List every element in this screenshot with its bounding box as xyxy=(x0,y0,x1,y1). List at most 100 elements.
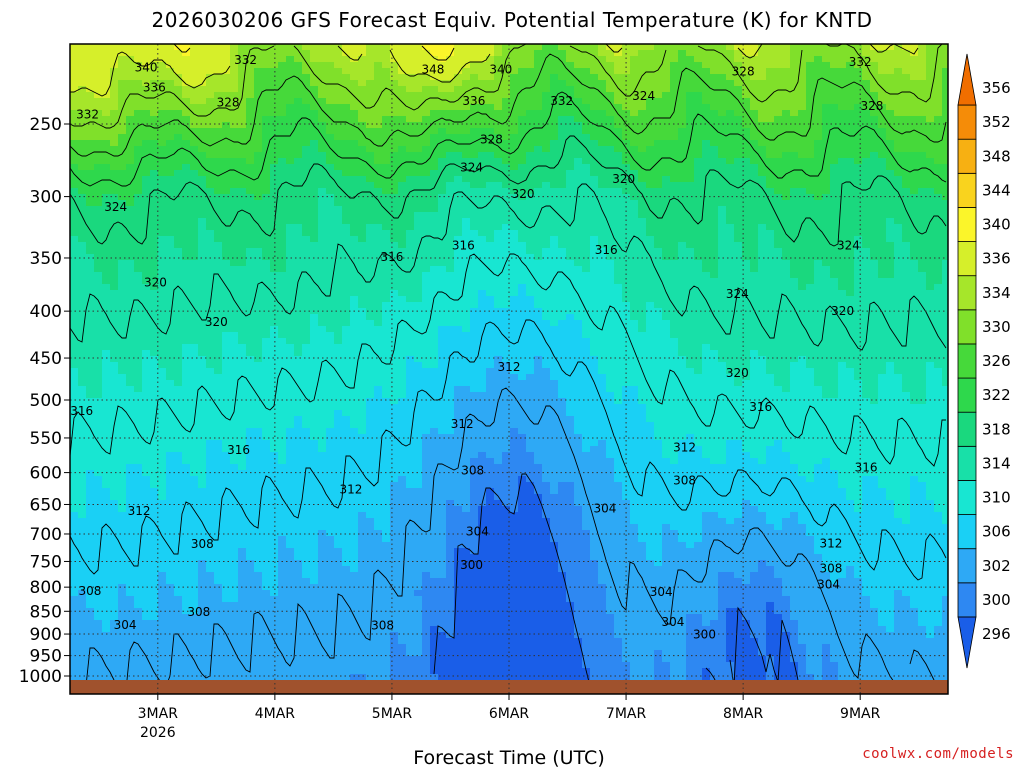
x-tick-sublabel: 2026 xyxy=(140,725,176,741)
colorbar-label: 340 xyxy=(982,216,1011,234)
y-tick-label: 350 xyxy=(30,249,62,269)
x-tick-label: 4MAR xyxy=(255,706,296,722)
colorbar-box xyxy=(957,104,977,140)
colorbar-box xyxy=(957,411,977,447)
theta-e-field xyxy=(70,44,948,694)
colorbar-box xyxy=(957,343,977,379)
x-tick-label: 6MAR xyxy=(489,706,530,722)
colorbar-min-arrow xyxy=(957,616,977,669)
contour-label: 320 xyxy=(144,275,167,289)
contour-label: 332 xyxy=(234,53,257,67)
contour-label: 304 xyxy=(466,525,489,539)
y-tick-label: 600 xyxy=(30,464,62,484)
colorbar-box xyxy=(957,480,977,515)
contour-label: 348 xyxy=(421,62,444,76)
contour-line xyxy=(70,91,947,187)
colorbar: 296 300 302 306 310 314 318 322 326 330 334 336 340 3… xyxy=(957,53,1011,669)
contour-label: 308 xyxy=(187,605,210,619)
colorbar-label: 336 xyxy=(982,250,1011,268)
y-tick-label: 800 xyxy=(30,578,62,598)
y-tick-label: 900 xyxy=(30,625,62,645)
contour-label: 304 xyxy=(661,615,684,629)
contour-labels: 340 336 332 328 332 348 340 336 332 328 324 320 324 3… xyxy=(70,53,883,641)
colorbar-max-arrow xyxy=(957,53,977,106)
contour-label: 316 xyxy=(227,443,250,457)
contour-label: 300 xyxy=(460,558,483,572)
colorbar-box xyxy=(957,172,977,208)
contour-label: 320 xyxy=(831,304,854,318)
contour-label: 340 xyxy=(489,62,512,76)
y-tick-label: 650 xyxy=(30,495,62,515)
contour-label: 304 xyxy=(114,618,137,632)
contour-label: 328 xyxy=(860,99,883,113)
colorbar-box xyxy=(957,514,977,550)
credit-link[interactable]: coolwx.com/models xyxy=(862,746,1014,762)
y-tick-label: 1000 xyxy=(19,667,62,687)
colorbar-box xyxy=(957,377,977,413)
contour-label: 328 xyxy=(732,64,755,78)
contour-line xyxy=(70,319,947,581)
colorbar-box xyxy=(957,548,977,584)
colorbar-label: 352 xyxy=(982,113,1011,131)
contour-label: 304 xyxy=(594,502,617,516)
y-tick-label: 700 xyxy=(30,525,62,545)
colorbar-label: 348 xyxy=(982,147,1011,165)
contour-line xyxy=(70,135,947,247)
contour-line xyxy=(70,183,947,351)
colorbar-box xyxy=(957,275,977,311)
y-tick-label: 300 xyxy=(30,188,62,208)
colorbar-label: 296 xyxy=(982,625,1011,643)
contour-label: 324 xyxy=(632,89,655,103)
colorbar-label: 356 xyxy=(982,79,1011,97)
colorbar-box xyxy=(957,207,977,242)
y-tick-label: 950 xyxy=(30,647,62,667)
colorbar-label: 302 xyxy=(982,557,1011,575)
colorbar-box xyxy=(957,582,977,618)
colorbar-box xyxy=(957,445,977,481)
x-tick-label: 7MAR xyxy=(606,706,647,722)
x-tick-label: 8MAR xyxy=(723,706,764,722)
colorbar-label: 334 xyxy=(982,284,1011,302)
colorbar-label: 318 xyxy=(982,420,1011,438)
colorbar-label: 310 xyxy=(982,489,1011,507)
ground-strip xyxy=(70,680,948,694)
grid-lines xyxy=(70,44,948,694)
x-tick-label: 5MAR xyxy=(372,706,413,722)
contour-label: 328 xyxy=(480,133,503,147)
y-tick-label: 250 xyxy=(30,115,62,135)
x-axis-title: Forecast Time (UTC) xyxy=(413,747,604,768)
contour-label: 312 xyxy=(128,504,151,518)
contour-label: 312 xyxy=(673,440,696,454)
x-axis: 3MAR 2026 4MAR 5MAR 6MAR 7MAR 8MAR 9MAR xyxy=(138,694,881,741)
colorbar-label: 326 xyxy=(982,352,1011,370)
contour-label: 320 xyxy=(726,366,749,380)
contour-label: 316 xyxy=(855,460,878,474)
contour-label: 332 xyxy=(76,107,99,121)
contour-label: 316 xyxy=(749,400,772,414)
contour-label: 316 xyxy=(452,238,475,252)
y-tick-label: 400 xyxy=(30,302,62,322)
contour-line xyxy=(173,44,455,61)
colorbar-label: 330 xyxy=(982,318,1011,336)
colorbar-label: 306 xyxy=(982,523,1011,541)
contour-label: 340 xyxy=(135,61,158,75)
y-tick-label: 850 xyxy=(30,602,62,622)
contour-label: 324 xyxy=(104,200,127,214)
ground-fill xyxy=(70,680,948,694)
colorbar-label: 344 xyxy=(982,181,1011,199)
contour-line xyxy=(70,44,946,129)
y-tick-label: 550 xyxy=(30,429,62,449)
contour-label: 320 xyxy=(205,315,228,329)
contour-label: 320 xyxy=(512,187,535,201)
contour-label: 324 xyxy=(837,238,860,252)
contour-label: 336 xyxy=(462,94,485,108)
page-title: 2026030206 GFS Forecast Equiv. Potential… xyxy=(151,8,873,32)
contour-label: 324 xyxy=(726,287,749,301)
contour-label: 308 xyxy=(78,584,101,598)
y-tick-label: 450 xyxy=(30,349,62,369)
contour-label: 312 xyxy=(451,417,474,431)
contour-label: 332 xyxy=(849,55,872,69)
y-tick-label: 750 xyxy=(30,552,62,572)
contour-label: 316 xyxy=(595,243,618,257)
